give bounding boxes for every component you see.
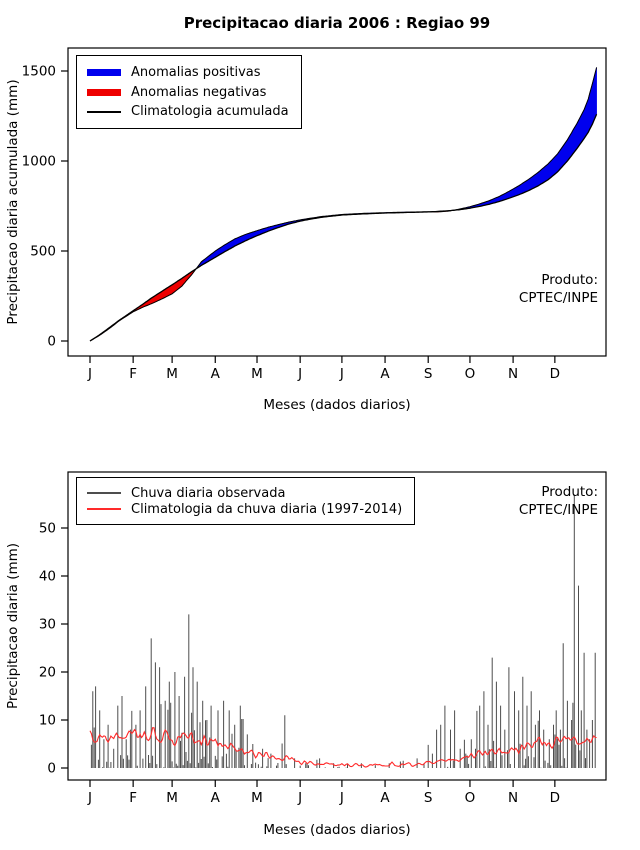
- legend-label: Chuva diaria observada: [131, 485, 286, 501]
- bottom-x-tick-label: A: [380, 790, 390, 806]
- bottom-x-tick-label: M: [166, 790, 178, 806]
- top-x-tick-label: S: [424, 366, 433, 382]
- top-x-tick-label: M: [251, 366, 263, 382]
- climatology-accumulated-line: [89, 113, 598, 342]
- legend-label: Anomalias positivas: [131, 65, 261, 80]
- top-x-tick-label: N: [508, 366, 518, 382]
- bottom-y-tick-label: 50: [39, 521, 56, 537]
- legend-label: Climatologia da chuva diaria (1997-2014): [131, 501, 403, 517]
- bottom-y-tick-label: 30: [39, 617, 56, 633]
- top-x-tick-label: J: [339, 366, 344, 382]
- bottom-x-tick-label: A: [211, 790, 221, 806]
- top-x-tick-label: M: [166, 366, 178, 382]
- top-y-tick-label: 0: [47, 334, 56, 350]
- product-annotation-top: Produto: CPTEC/INPE: [519, 271, 598, 307]
- legend-item-positive: Anomalias positivas: [87, 63, 289, 82]
- top-y-tick-label: 1500: [22, 64, 56, 80]
- bottom-x-tick-label: J: [297, 790, 302, 806]
- bottom-x-axis-label: Meses (dados diarios): [263, 822, 410, 838]
- top-x-tick-label: F: [129, 366, 137, 382]
- product-line: CPTEC/INPE: [518, 502, 598, 518]
- bottom-x-tick-label: J: [339, 790, 344, 806]
- legend-item-negative: Anomalias negativas: [87, 83, 289, 102]
- negative-anomaly-swatch: [87, 88, 121, 96]
- product-line: Produto:: [541, 272, 598, 288]
- bottom-x-tick-label: O: [465, 790, 476, 806]
- bottom-y-tick-label: 20: [39, 665, 56, 681]
- top-y-tick-label: 500: [30, 244, 56, 260]
- product-line: CPTEC/INPE: [518, 290, 598, 306]
- top-x-tick-label: J: [297, 366, 302, 382]
- top-y-axis-label: Precipitacao diaria acumulada (mm): [5, 79, 21, 324]
- climatology-swatch: [87, 110, 121, 113]
- bottom-plot-box: [67, 471, 607, 781]
- daily-climatology-swatch: [87, 508, 121, 510]
- product-line: Produto:: [541, 484, 598, 500]
- bottom-y-tick-label: 0: [47, 761, 56, 777]
- top-x-tick-label: J: [87, 366, 92, 382]
- top-x-tick-label: A: [380, 366, 390, 382]
- bottom-x-tick-label: N: [508, 790, 518, 806]
- bottom-y-axis-label: Precipitacao diaria (mm): [5, 543, 21, 709]
- bottom-y-tick-label: 40: [39, 569, 56, 585]
- bottom-x-tick-label: M: [251, 790, 263, 806]
- product-annotation-bottom: Produto: CPTEC/INPE: [519, 483, 598, 519]
- positive-anomaly-swatch: [87, 69, 121, 76]
- legend-item-daily-climatology: Climatologia da chuva diaria (1997-2014): [87, 501, 402, 517]
- daily-climatology-line: [89, 727, 597, 768]
- top-x-tick-label: A: [211, 366, 221, 382]
- legend-label: Anomalias negativas: [131, 84, 267, 100]
- top-y-tick-label: 1000: [22, 154, 56, 170]
- top-plot-box: [67, 47, 607, 357]
- top-x-tick-label: O: [465, 366, 476, 382]
- chart-title: Precipitacao diaria 2006 : Regiao 99: [183, 14, 491, 32]
- legend-daily: Chuva diaria observada Climatologia da c…: [76, 477, 416, 525]
- bottom-x-tick-label: S: [424, 790, 433, 806]
- legend-item-climatology: Climatologia acumulada: [87, 102, 289, 121]
- top-x-axis-label: Meses (dados diarios): [263, 397, 410, 413]
- legend-label: Climatologia acumulada: [131, 104, 289, 119]
- top-x-tick-label: D: [550, 366, 560, 382]
- bottom-y-tick-label: 10: [39, 713, 56, 729]
- observed-rain-swatch: [87, 492, 121, 494]
- bottom-x-tick-label: J: [87, 790, 92, 806]
- legend-item-observed: Chuva diaria observada: [87, 485, 402, 501]
- bottom-x-tick-label: F: [129, 790, 137, 806]
- legend-accumulated: Anomalias positivas Anomalias negativas …: [76, 55, 302, 129]
- rain-bars: [90, 494, 596, 768]
- bottom-x-tick-label: D: [550, 790, 560, 806]
